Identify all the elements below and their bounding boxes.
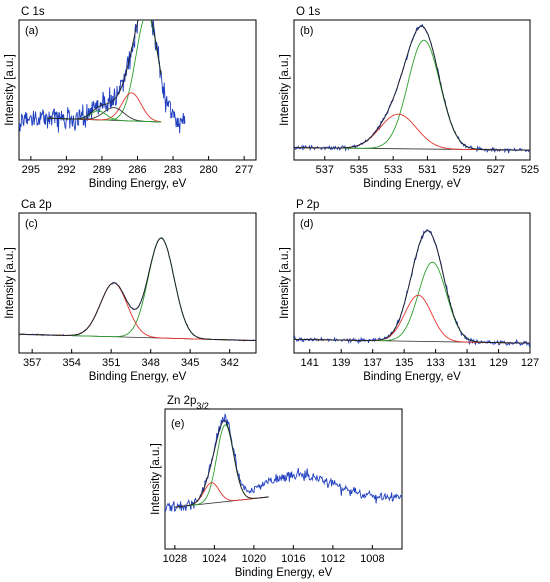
panel-title: C 1s <box>21 6 45 18</box>
plot-area <box>165 413 402 513</box>
plot-frame <box>293 212 531 354</box>
x-tick-label: 1020 <box>242 553 266 565</box>
x-tick-label: 283 <box>164 164 182 176</box>
panel-title-subscript: 3/2 <box>196 401 209 411</box>
x-tick-label: 348 <box>141 357 159 369</box>
fit-envelope <box>47 20 162 120</box>
x-axis-label: Binding Energy, eV <box>235 567 333 579</box>
fit-component-2 <box>19 282 256 342</box>
plot-area <box>19 237 256 342</box>
y-axis-label: Intensity [a.u.] <box>4 247 16 319</box>
x-axis-label: Binding Energy, eV <box>89 178 187 190</box>
plot-frame <box>18 19 257 161</box>
x-tick-label: 1012 <box>321 553 345 565</box>
x-tick-label: 537 <box>316 164 334 176</box>
x-tick-label: 139 <box>332 357 350 369</box>
fit-envelope <box>19 237 256 342</box>
panel-label: (a) <box>25 25 38 37</box>
x-tick-label: 354 <box>62 357 80 369</box>
x-tick-label: 280 <box>199 164 217 176</box>
plot-frame <box>18 212 257 354</box>
x-tick-label: 531 <box>418 164 436 176</box>
plot-area <box>19 20 186 134</box>
plot-area <box>294 23 530 154</box>
x-tick-label: 133 <box>426 357 444 369</box>
x-tick-label: 289 <box>93 164 111 176</box>
y-axis-label: Intensity [a.u.] <box>279 54 291 126</box>
panel-label: (c) <box>25 218 38 230</box>
panel-label: (e) <box>171 418 184 430</box>
y-axis-label: Intensity [a.u.] <box>4 54 16 126</box>
x-axis-label: Binding Energy, eV <box>363 178 461 190</box>
y-axis-label: Intensity [a.u.] <box>279 247 291 319</box>
x-axis-label: Binding Energy, eV <box>89 371 187 383</box>
fit-envelope <box>174 420 269 508</box>
x-tick-label: 1028 <box>163 553 187 565</box>
x-tick-label: 535 <box>350 164 368 176</box>
x-tick-label: 135 <box>395 357 413 369</box>
x-tick-label: 137 <box>363 357 381 369</box>
panel-2: O 1s (b) Intensity [a.u.] 537 535 533 531 529 52… <box>279 6 539 190</box>
fit-envelope <box>294 230 530 344</box>
x-tick-label: 129 <box>489 357 507 369</box>
x-tick-label: 1024 <box>202 553 226 565</box>
x-tick-label: 1016 <box>281 553 305 565</box>
fit-component-1 <box>294 39 530 151</box>
x-tick-label: 345 <box>181 357 199 369</box>
panel-title: P 2p <box>296 199 319 211</box>
fit-envelope <box>294 25 530 151</box>
x-tick-label: 529 <box>452 164 470 176</box>
raw-spectrum <box>294 23 530 154</box>
fit-component-2 <box>294 294 530 344</box>
x-tick-label: 1008 <box>360 553 384 565</box>
x-tick-label: 131 <box>458 357 476 369</box>
x-tick-label: 527 <box>487 164 505 176</box>
plot-frame <box>164 408 403 550</box>
raw-spectrum <box>294 229 530 348</box>
plot-frame <box>293 19 531 161</box>
x-axis-label: Binding Energy, eV <box>363 371 461 383</box>
panel-3: Ca 2p (c) Intensity [a.u.] 357 354 351 348 345 3… <box>4 199 257 383</box>
x-tick-label: 277 <box>235 164 253 176</box>
x-tick-label: 533 <box>384 164 402 176</box>
panel-label: (d) <box>300 218 313 230</box>
panel-label: (b) <box>300 25 313 37</box>
panel-4: P 2p (d) Intensity [a.u.] 141 139 137 135 133 13… <box>279 199 539 383</box>
x-tick-label: 351 <box>102 357 120 369</box>
x-tick-label: 357 <box>23 357 41 369</box>
x-tick-label: 342 <box>220 357 238 369</box>
x-tick-label: 525 <box>521 164 539 176</box>
x-tick-label: 286 <box>128 164 146 176</box>
panel-title: O 1s <box>296 6 321 18</box>
plot-area <box>294 229 530 348</box>
x-tick-label: 292 <box>57 164 75 176</box>
panel-title: Ca 2p <box>21 199 52 211</box>
fit-component-1 <box>174 424 269 508</box>
y-axis-label: Intensity [a.u.] <box>150 443 162 515</box>
panel-5: Zn 2p3/2(e)Intensity [a.u.]1028 1024 1020 1… <box>150 395 403 579</box>
x-tick-label: 295 <box>22 164 40 176</box>
x-tick-label: 127 <box>521 357 539 369</box>
fit-component-2 <box>294 113 530 151</box>
panel-1: C 1s (a) Intensity [a.u.] 295 292 289 286 283 28… <box>4 6 257 190</box>
x-tick-label: 141 <box>301 357 319 369</box>
